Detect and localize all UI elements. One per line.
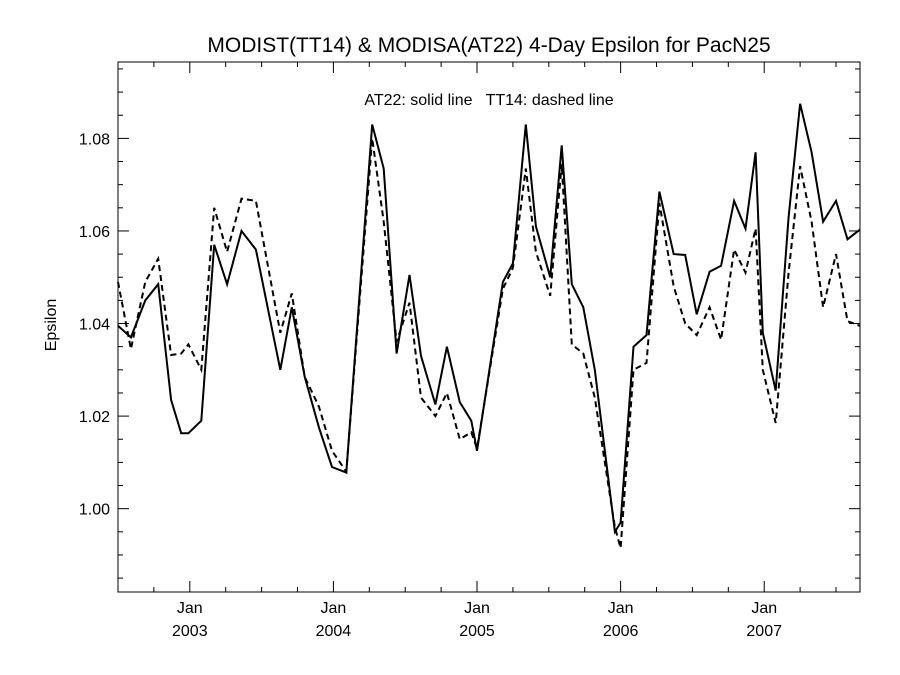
y-tick-label: 1.00 [79,502,110,519]
y-tick-label: 1.04 [79,317,110,334]
series-lines [117,103,861,549]
x-tick-month-label: Jan [321,600,347,617]
x-tick-year-label: 2003 [172,623,208,640]
x-tick-year-label: 2007 [746,623,782,640]
series-line-at22-solid [117,103,861,535]
chart-title: MODIST(TT14) & MODISA(AT22) 4-Day Epsilo… [207,34,770,57]
x-tick-year-label: 2004 [316,623,352,640]
series-annotation: AT22: solid line TT14: dashed line [364,92,613,109]
x-tick-month-label: Jan [608,600,634,617]
x-tick-year-label: 2006 [603,623,639,640]
y-tick-label: 1.06 [79,224,110,241]
x-tick-month-label: Jan [751,600,777,617]
axis-ticks: 1.00 1.02 1.04 1.06 1.08 Jan 2003 Jan 2004 Jan 200… [79,62,860,640]
x-tick-year-label: 2005 [459,623,495,640]
x-tick-month-label: Jan [464,600,490,617]
series-line-tt14-dashed [117,138,861,549]
x-tick-month-label: Jan [177,600,203,617]
y-tick-label: 1.02 [79,409,110,426]
y-axis-label: Epsilon [43,299,60,351]
plot-frame [117,61,861,593]
y-tick-label: 1.08 [79,131,110,148]
